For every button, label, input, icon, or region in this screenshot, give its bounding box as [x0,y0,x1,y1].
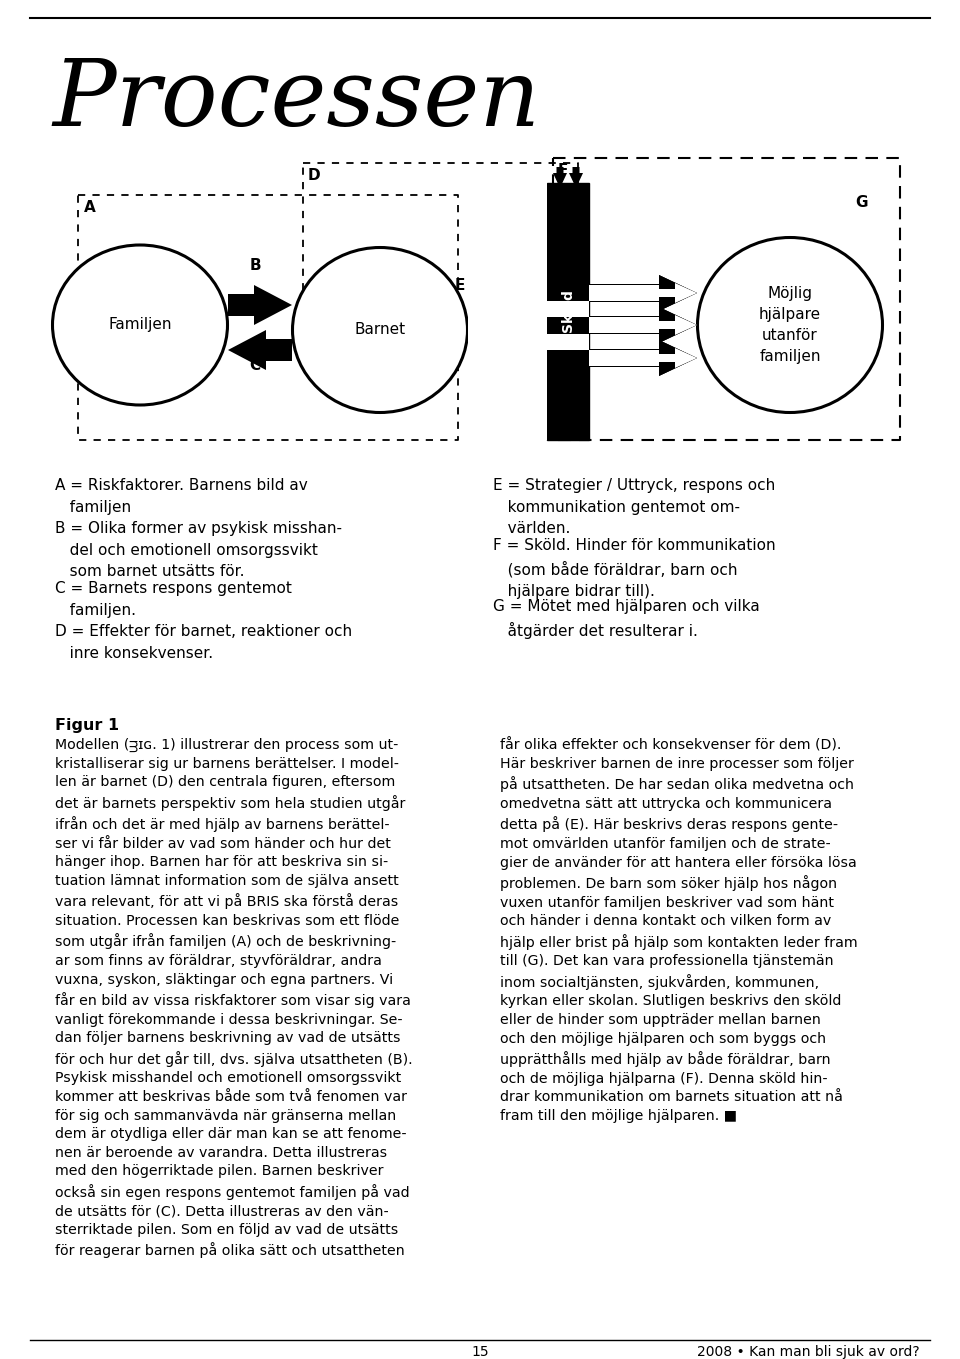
Ellipse shape [293,247,468,413]
Polygon shape [589,283,697,303]
Bar [547,183,589,440]
Polygon shape [589,315,697,336]
Polygon shape [228,285,292,325]
Polygon shape [589,348,697,368]
Text: Processen: Processen [52,54,540,145]
Polygon shape [589,340,697,376]
Polygon shape [228,330,292,370]
Bar [589,285,659,300]
Text: Familjen: Familjen [108,318,172,333]
Text: C: C [250,357,260,372]
Polygon shape [468,307,697,342]
Text: B = Olika former av psykisk misshan-
   del och emotionell omsorgssvikt
   som b: B = Olika former av psykisk misshan- del… [55,520,342,579]
Text: Möjlig
hjälpare
utanför
familjen: Möjlig hjälpare utanför familjen [759,285,821,364]
Text: G: G [855,194,868,211]
Polygon shape [468,275,697,311]
Text: A = Riskfaktorer. Barnens bild av
   familjen: A = Riskfaktorer. Barnens bild av familj… [55,478,308,515]
Text: 15: 15 [471,1345,489,1359]
Bar [589,317,659,333]
Bar [468,183,547,440]
Text: Modellen (ᴟɪɢ. 1) illustrerar den process som ut-
kristalliserar sig ur barnens : Modellen (ᴟɪɢ. 1) illustrerar den proces… [55,738,413,1258]
Text: C = Barnets respons gentemot
   familjen.: C = Barnets respons gentemot familjen. [55,582,292,618]
Text: E = Strategier / Uttryck, respons och
   kommunikation gentemot om-
   världen.: E = Strategier / Uttryck, respons och ko… [493,478,776,537]
Bar [589,351,659,366]
Polygon shape [468,340,697,376]
Text: 2008 • Kan man bli sjuk av ord?: 2008 • Kan man bli sjuk av ord? [697,1345,920,1359]
Text: F: F [558,163,568,178]
Text: A: A [84,200,96,215]
Text: Barnet: Barnet [354,322,405,337]
Polygon shape [553,167,567,188]
Text: D = Effekter för barnet, reaktioner och
   inre konsekvenser.: D = Effekter för barnet, reaktioner och … [55,625,352,660]
Text: E: E [455,277,466,292]
Polygon shape [589,307,697,342]
Text: B: B [250,257,261,273]
Bar [547,300,589,317]
Text: får olika effekter och konsekvenser för dem (D).
Här beskriver barnen de inre pr: får olika effekter och konsekvenser för … [500,738,857,1123]
Polygon shape [589,275,697,311]
Text: D: D [308,169,321,183]
Ellipse shape [698,238,882,413]
Text: Figur 1: Figur 1 [55,718,119,733]
Bar [547,333,589,349]
Ellipse shape [53,245,228,405]
Text: G = Mötet med hjälparen och vilka
   åtgärder det resulterar i.: G = Mötet med hjälparen och vilka åtgärd… [493,599,759,639]
Text: Sköld: Sköld [561,289,575,333]
Text: F = Sköld. Hinder för kommunikation
   (som både föräldrar, barn och
   hjälpare: F = Sköld. Hinder för kommunikation (som… [493,538,776,599]
Polygon shape [569,167,583,188]
